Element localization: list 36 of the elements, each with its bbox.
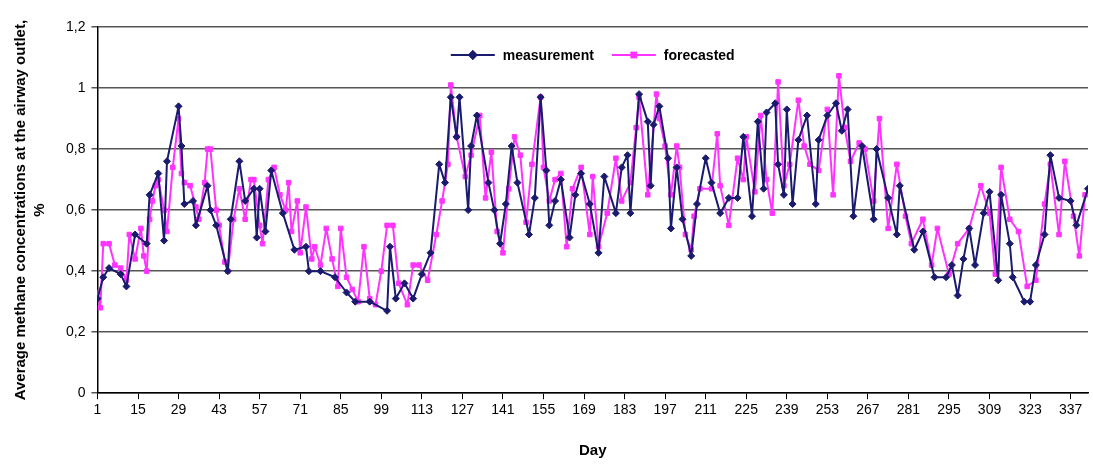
x-tick-label: 225	[734, 401, 759, 418]
x-tick-label: 183	[612, 401, 637, 418]
x-tick-label: 113	[410, 401, 434, 418]
y-axis-title: Average methane concentrations at the airway outlet, %	[10, 19, 47, 401]
x-tick-label: 127	[450, 401, 475, 418]
x-tick-label: 155	[531, 401, 556, 418]
x-tick-label: 211	[694, 401, 718, 418]
y-tick-label: 0,6	[65, 200, 86, 217]
x-tick-label: 99	[373, 401, 390, 418]
legend-label: measurement	[502, 46, 595, 63]
legend-label: forecasted	[663, 46, 735, 63]
x-tick-label: 239	[775, 401, 799, 418]
x-tick-label: 253	[815, 401, 840, 418]
x-tick-label: 15	[130, 401, 147, 418]
x-tick-label: 309	[977, 401, 1002, 418]
x-tick-label: 29	[170, 401, 187, 418]
x-axis-title: Day	[578, 441, 608, 459]
x-tick-label: 71	[292, 401, 309, 418]
y-tick-label: 1,2	[65, 17, 86, 34]
x-tick-label: 141	[491, 401, 515, 418]
x-tick-label: 85	[332, 401, 349, 418]
x-tick-label: 337	[1058, 401, 1083, 418]
x-tick-label: 43	[211, 401, 228, 418]
x-tick-label: 295	[937, 401, 961, 418]
y-tick-label: 1	[77, 78, 86, 95]
x-tick-label: 57	[251, 401, 268, 418]
x-tick-label: 197	[653, 401, 678, 418]
x-tick-label: 267	[856, 401, 880, 418]
y-tick-label: 0,8	[65, 139, 86, 156]
y-tick-label: 0	[77, 384, 86, 401]
y-tick-label: 0,2	[65, 323, 86, 340]
x-tick-label: 281	[896, 401, 921, 418]
x-tick-label: 323	[1018, 401, 1042, 418]
x-tick-label: 169	[572, 401, 596, 418]
x-tick-label: 1	[93, 401, 102, 418]
y-tick-label: 0,4	[65, 261, 86, 278]
